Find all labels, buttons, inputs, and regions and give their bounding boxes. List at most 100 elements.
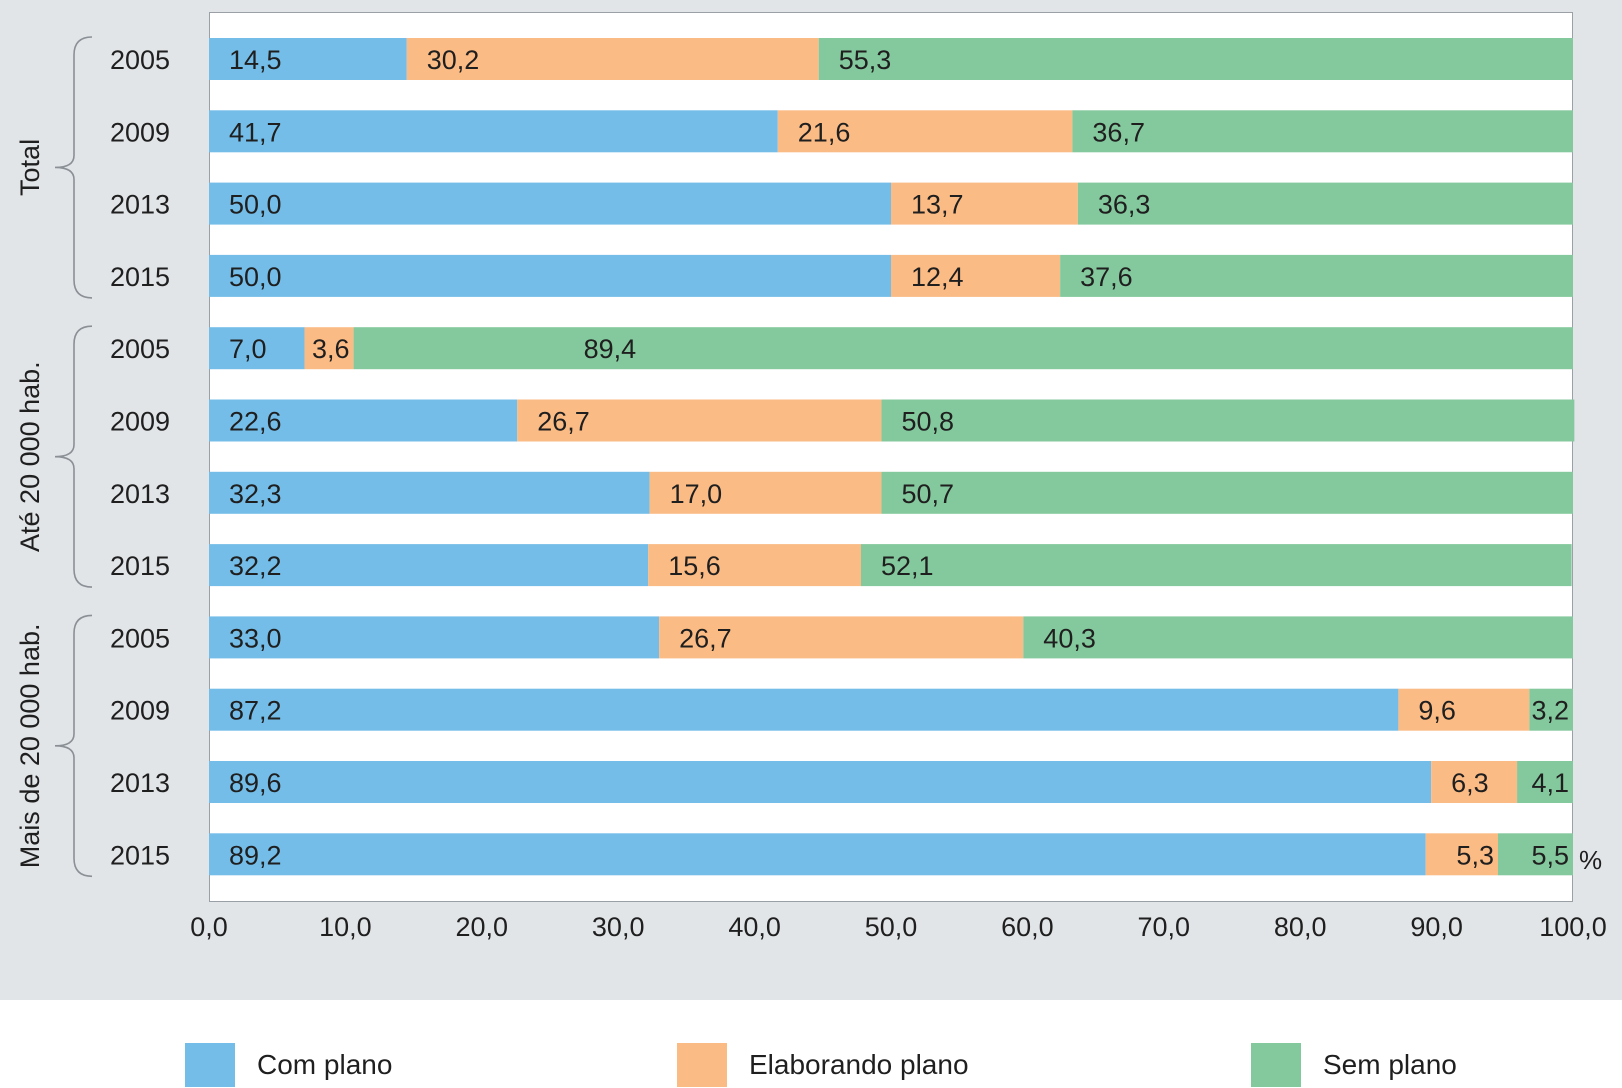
data-label-elaborando-plano-total-2009: 21,6	[798, 117, 851, 147]
bar-segment-sem-plano-total-2015	[1060, 254, 1573, 297]
bar-segment-sem-plano-total-2009	[1072, 110, 1573, 153]
x-tick-label-2: 20,0	[456, 912, 509, 942]
unit-label: %	[1579, 845, 1602, 875]
x-tick-label-4: 40,0	[728, 912, 781, 942]
legend-item-com-plano: Com plano	[185, 1043, 392, 1087]
bar-segment-com-plano-ate-20-000-hab-2009	[209, 399, 518, 442]
data-label-sem-plano-mais-de-20-000-hab-2013: 4,1	[1531, 768, 1569, 798]
legend-swatch-elaborando-plano	[677, 1043, 727, 1087]
bar-segment-elaborando-plano-mais-de-20-000-hab-2009	[1398, 688, 1530, 731]
data-label-com-plano-mais-de-20-000-hab-2013: 89,6	[229, 768, 282, 798]
legend: Com plano Elaborando plano Sem plano	[0, 1000, 1622, 1088]
x-tick-label-5: 50,0	[865, 912, 918, 942]
bar-segment-com-plano-mais-de-20-000-hab-2005	[209, 616, 660, 659]
year-label-ate-20-000-hab-2005: 2005	[110, 334, 170, 364]
bar-segment-elaborando-plano-mais-de-20-000-hab-2015	[1425, 833, 1498, 876]
legend-swatch-com-plano	[185, 1043, 235, 1087]
data-label-sem-plano-ate-20-000-hab-2015: 52,1	[881, 551, 934, 581]
x-tick-label-1: 10,0	[319, 912, 372, 942]
data-label-elaborando-plano-mais-de-20-000-hab-2015: 5,3	[1456, 840, 1494, 870]
bar-segment-com-plano-total-2009	[209, 110, 778, 153]
bar-segment-sem-plano-total-2005	[818, 38, 1573, 80]
legend-label-sem-plano: Sem plano	[1323, 1049, 1457, 1080]
bar-segment-elaborando-plano-total-2009	[777, 110, 1073, 153]
data-label-elaborando-plano-ate-20-000-hab-2005: 3,6	[312, 334, 350, 364]
bar-segment-elaborando-plano-ate-20-000-hab-2009	[517, 399, 882, 442]
data-label-sem-plano-ate-20-000-hab-2013: 50,7	[901, 479, 954, 509]
data-label-com-plano-ate-20-000-hab-2015: 32,2	[229, 551, 282, 581]
data-label-sem-plano-total-2015: 37,6	[1080, 262, 1133, 292]
data-label-sem-plano-total-2009: 36,7	[1092, 117, 1145, 147]
data-label-elaborando-plano-ate-20-000-hab-2015: 15,6	[668, 551, 721, 581]
group-label-total: Total	[15, 139, 45, 196]
group-label-ate-20-000-hab: Até 20 000 hab.	[15, 361, 45, 552]
data-label-com-plano-total-2009: 41,7	[229, 117, 282, 147]
group-brace-ate-20-000-hab	[54, 325, 93, 588]
group-brace-total	[54, 36, 93, 299]
data-label-sem-plano-ate-20-000-hab-2005: 89,4	[584, 334, 637, 364]
x-tick-label-7: 70,0	[1138, 912, 1191, 942]
bar-segment-sem-plano-mais-de-20-000-hab-2015	[1497, 833, 1573, 876]
data-label-com-plano-ate-20-000-hab-2005: 7,0	[229, 334, 267, 364]
bar-segment-sem-plano-ate-20-000-hab-2009	[881, 399, 1575, 442]
bar-segment-com-plano-mais-de-20-000-hab-2015	[209, 833, 1426, 876]
data-label-sem-plano-mais-de-20-000-hab-2015: 5,5	[1531, 840, 1569, 870]
data-label-com-plano-ate-20-000-hab-2009: 22,6	[229, 407, 282, 437]
data-label-com-plano-ate-20-000-hab-2013: 32,3	[229, 479, 282, 509]
data-label-com-plano-total-2013: 50,0	[229, 190, 282, 220]
legend-item-sem-plano: Sem plano	[1251, 1043, 1457, 1087]
bar-segment-com-plano-ate-20-000-hab-2013	[209, 471, 650, 514]
year-label-ate-20-000-hab-2013: 2013	[110, 479, 170, 509]
legend-item-elaborando-plano: Elaborando plano	[677, 1043, 969, 1087]
year-label-mais-de-20-000-hab-2009: 2009	[110, 696, 170, 726]
bar-segment-elaborando-plano-ate-20-000-hab-2005	[304, 327, 354, 370]
bar-segment-sem-plano-mais-de-20-000-hab-2005	[1023, 616, 1573, 659]
year-label-ate-20-000-hab-2009: 2009	[110, 407, 170, 437]
x-tick-label-0: 0,0	[190, 912, 228, 942]
bar-segment-sem-plano-total-2013	[1077, 182, 1573, 225]
data-label-elaborando-plano-mais-de-20-000-hab-2009: 9,6	[1418, 696, 1456, 726]
data-label-com-plano-total-2005: 14,5	[229, 45, 282, 75]
group-brace-mais-de-20-000-hab	[54, 614, 93, 878]
bar-segment-sem-plano-ate-20-000-hab-2013	[881, 471, 1573, 514]
legend-swatch-sem-plano	[1251, 1043, 1301, 1087]
bar-segment-elaborando-plano-ate-20-000-hab-2013	[649, 471, 882, 514]
data-label-com-plano-total-2015: 50,0	[229, 262, 282, 292]
bar-segment-elaborando-plano-ate-20-000-hab-2015	[648, 544, 861, 587]
legend-label-com-plano: Com plano	[257, 1049, 393, 1080]
x-tick-label-3: 30,0	[592, 912, 645, 942]
bar-segment-sem-plano-ate-20-000-hab-2005	[353, 327, 1574, 370]
x-tick-label-9: 90,0	[1410, 912, 1463, 942]
bar-segment-com-plano-ate-20-000-hab-2015	[209, 544, 649, 587]
year-label-total-2005: 2005	[110, 45, 170, 75]
data-label-com-plano-mais-de-20-000-hab-2015: 89,2	[229, 840, 282, 870]
year-label-total-2015: 2015	[110, 262, 170, 292]
data-label-elaborando-plano-ate-20-000-hab-2013: 17,0	[670, 479, 723, 509]
x-tick-label-6: 60,0	[1001, 912, 1054, 942]
data-label-elaborando-plano-mais-de-20-000-hab-2005: 26,7	[679, 623, 732, 653]
x-tick-label-8: 80,0	[1274, 912, 1327, 942]
bar-segment-com-plano-total-2013	[209, 182, 891, 225]
data-label-sem-plano-mais-de-20-000-hab-2009: 3,2	[1531, 696, 1569, 726]
data-label-elaborando-plano-mais-de-20-000-hab-2013: 6,3	[1451, 768, 1489, 798]
data-label-com-plano-mais-de-20-000-hab-2009: 87,2	[229, 696, 282, 726]
bar-segment-com-plano-total-2015	[209, 254, 891, 297]
data-label-elaborando-plano-total-2013: 13,7	[911, 190, 964, 220]
bar-segment-elaborando-plano-total-2015	[891, 254, 1061, 297]
legend-label-elaborando-plano: Elaborando plano	[749, 1049, 969, 1080]
data-label-elaborando-plano-total-2005: 30,2	[427, 45, 480, 75]
bar-segment-elaborando-plano-mais-de-20-000-hab-2005	[659, 616, 1024, 659]
data-label-elaborando-plano-total-2015: 12,4	[911, 262, 964, 292]
bar-segment-elaborando-plano-mais-de-20-000-hab-2013	[1431, 761, 1518, 803]
bar-segment-com-plano-mais-de-20-000-hab-2013	[209, 761, 1432, 803]
year-label-mais-de-20-000-hab-2015: 2015	[110, 840, 170, 870]
year-label-total-2013: 2013	[110, 190, 170, 220]
data-label-sem-plano-total-2005: 55,3	[839, 45, 892, 75]
year-label-total-2009: 2009	[110, 117, 170, 147]
bar-segment-sem-plano-mais-de-20-000-hab-2009	[1529, 688, 1573, 731]
stacked-bar-chart: 2005 14,5 30,2 55,3 2009 41,7 21,6 36,7 2013 50,0…	[15, 36, 1607, 942]
bar-segment-com-plano-total-2005	[209, 38, 407, 80]
plot-area	[209, 12, 1573, 902]
year-label-mais-de-20-000-hab-2005: 2005	[110, 623, 170, 653]
group-label-mais-de-20-000-hab: Mais de 20 000 hab.	[15, 624, 45, 869]
